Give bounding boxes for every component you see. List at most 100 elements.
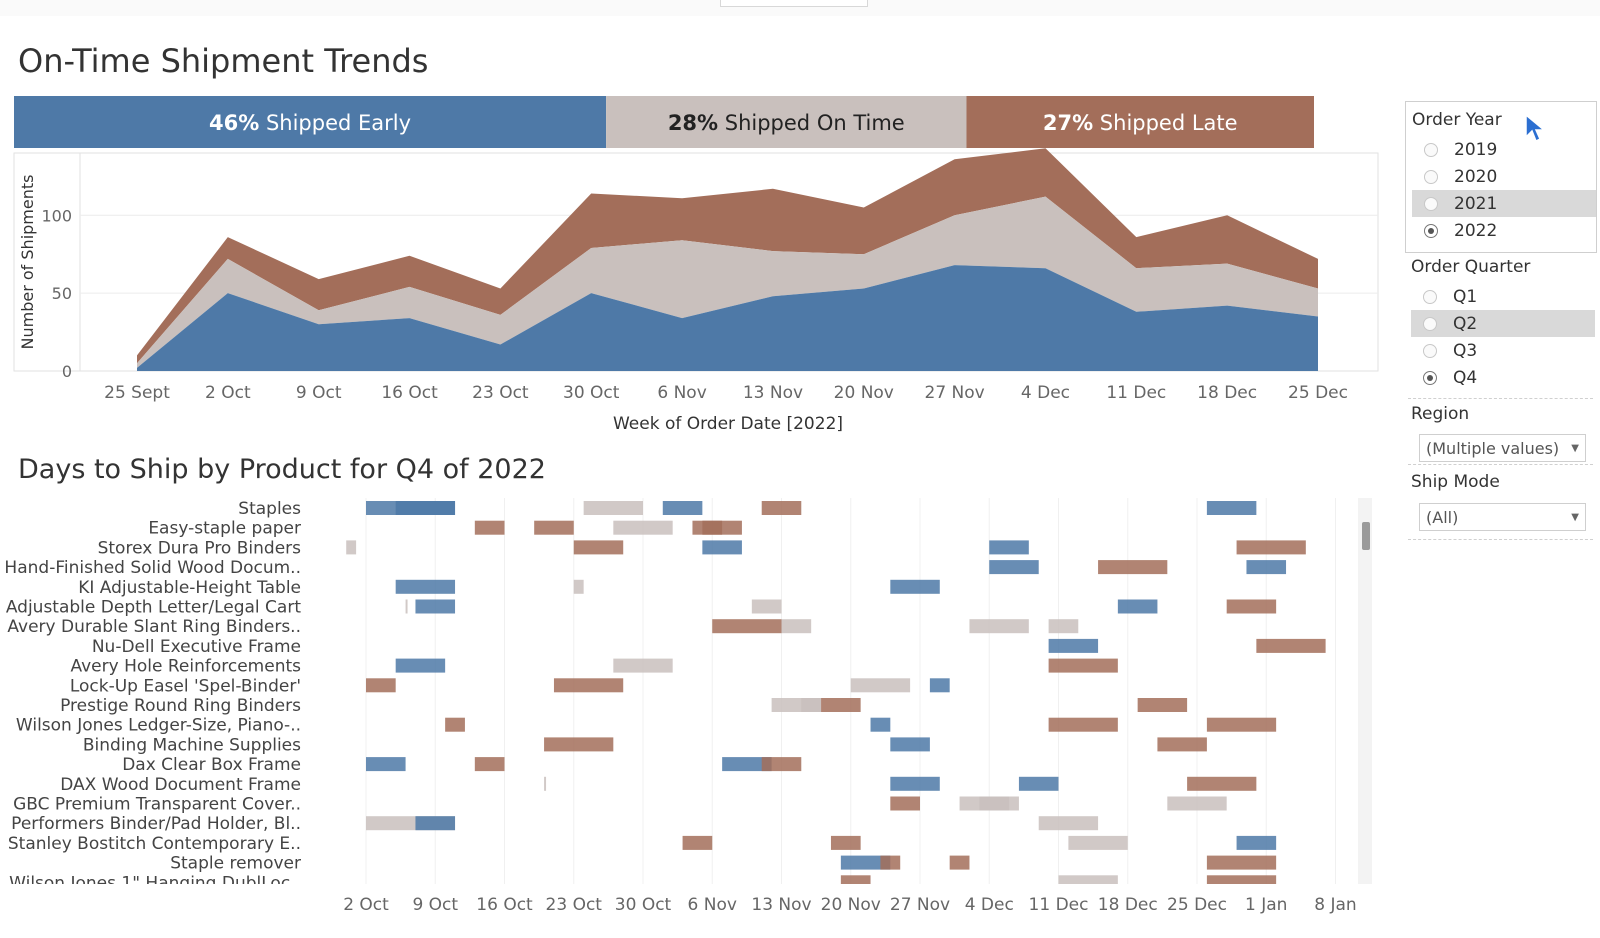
gantt-bar[interactable]: [1236, 835, 1277, 850]
gantt-bar[interactable]: [929, 678, 950, 693]
gantt-bar[interactable]: [890, 737, 930, 752]
gantt-bar[interactable]: [544, 776, 547, 791]
gantt-bar[interactable]: [662, 501, 703, 515]
gantt-scrollbar[interactable]: [1358, 498, 1372, 884]
gantt-bar[interactable]: [405, 599, 408, 614]
gantt-bar[interactable]: [1206, 875, 1277, 889]
chevron-down-icon: ▼: [1571, 512, 1579, 523]
gantt-bar[interactable]: [613, 520, 673, 535]
radio-button-icon[interactable]: [1423, 370, 1437, 385]
gantt-bar[interactable]: [890, 579, 940, 594]
gantt-bar[interactable]: [1226, 599, 1277, 614]
gantt-bar[interactable]: [366, 678, 396, 693]
summary-segment-2[interactable]: [966, 96, 1314, 148]
gantt-bar[interactable]: [415, 816, 456, 831]
gantt-bar[interactable]: [1038, 816, 1099, 831]
radio-button-icon[interactable]: [1424, 169, 1438, 184]
gantt-bar[interactable]: [702, 540, 742, 555]
gantt-bar[interactable]: [1068, 835, 1128, 850]
gantt-bar[interactable]: [474, 757, 505, 772]
gantt-bar[interactable]: [840, 855, 891, 870]
gantt-bar[interactable]: [395, 579, 456, 594]
gantt-bar[interactable]: [989, 540, 1029, 555]
quarter-option-q1[interactable]: Q1: [1405, 283, 1595, 310]
gantt-bar[interactable]: [989, 560, 1039, 575]
gantt-bar[interactable]: [534, 520, 574, 535]
gantt-bar[interactable]: [969, 619, 1029, 634]
gantt-bar[interactable]: [761, 757, 802, 772]
gantt-bar[interactable]: [890, 776, 940, 791]
gantt-bar[interactable]: [761, 501, 802, 515]
gantt-scrollbar-thumb[interactable]: [1362, 522, 1370, 550]
gantt-bar[interactable]: [445, 717, 465, 732]
gantt-bar[interactable]: [573, 579, 584, 594]
year-option-2021[interactable]: 2021: [1412, 190, 1596, 217]
gantt-bar[interactable]: [1236, 540, 1306, 555]
gantt-bar[interactable]: [1018, 776, 1059, 791]
year-option-2020[interactable]: 2020: [1406, 163, 1596, 190]
gantt-bar[interactable]: [1058, 875, 1118, 889]
region-dropdown[interactable]: (Multiple values) ▼: [1419, 434, 1586, 462]
radio-button-icon[interactable]: [1424, 142, 1438, 157]
area-series-1[interactable]: [137, 196, 1318, 368]
year-option-2022[interactable]: 2022: [1406, 217, 1596, 244]
gantt-bar[interactable]: [751, 599, 782, 614]
gantt-bar[interactable]: [1137, 698, 1188, 712]
gantt-bar[interactable]: [583, 501, 643, 515]
gantt-bar[interactable]: [1157, 737, 1207, 752]
gantt-bar[interactable]: [880, 855, 901, 870]
gantt-bar[interactable]: [553, 678, 624, 693]
radio-button-icon[interactable]: [1423, 343, 1437, 358]
gantt-bar[interactable]: [830, 835, 861, 850]
gantt-bar[interactable]: [1048, 619, 1079, 634]
gantt-bar[interactable]: [573, 540, 624, 555]
quarter-option-q4[interactable]: Q4: [1405, 364, 1595, 391]
gantt-bar[interactable]: [544, 737, 614, 752]
gantt-bar[interactable]: [979, 796, 1010, 811]
gantt-bar[interactable]: [1206, 855, 1277, 870]
gantt-bar[interactable]: [366, 757, 406, 772]
gantt-bar[interactable]: [1048, 658, 1118, 673]
gantt-bar[interactable]: [395, 501, 456, 515]
summary-segment-1[interactable]: [606, 96, 967, 148]
toolbar-tab[interactable]: [720, 0, 868, 7]
gantt-bar[interactable]: [722, 757, 772, 772]
gantt-bar[interactable]: [346, 540, 357, 555]
year-option-2019[interactable]: 2019: [1406, 136, 1596, 163]
gantt-bar[interactable]: [1206, 501, 1257, 515]
gantt-bar[interactable]: [682, 835, 713, 850]
gantt-bar[interactable]: [1187, 776, 1257, 791]
gantt-bar[interactable]: [712, 619, 782, 634]
gantt-bar[interactable]: [781, 619, 812, 634]
quarter-option-q3[interactable]: Q3: [1405, 337, 1595, 364]
gantt-bar[interactable]: [840, 875, 871, 889]
gantt-bar[interactable]: [1117, 599, 1158, 614]
gantt-bar[interactable]: [395, 658, 446, 673]
gantt-bar[interactable]: [870, 717, 891, 732]
radio-button-icon[interactable]: [1423, 289, 1437, 304]
gantt-bar[interactable]: [415, 599, 456, 614]
gantt-bar[interactable]: [702, 520, 723, 535]
gantt-bar[interactable]: [1167, 796, 1227, 811]
radio-button-icon[interactable]: [1423, 316, 1437, 331]
gantt-bar[interactable]: [1098, 560, 1168, 575]
gantt-bar[interactable]: [1048, 717, 1118, 732]
radio-button-icon[interactable]: [1424, 196, 1438, 211]
gantt-bar[interactable]: [850, 678, 911, 693]
gantt-bar[interactable]: [1206, 717, 1277, 732]
gantt-bar[interactable]: [474, 520, 505, 535]
gantt-bar[interactable]: [821, 698, 861, 712]
gantt-bar[interactable]: [801, 698, 822, 712]
gantt-bar[interactable]: [890, 796, 920, 811]
summary-segment-0[interactable]: [14, 96, 607, 148]
gantt-bar[interactable]: [949, 855, 970, 870]
gantt-bar[interactable]: [1246, 560, 1287, 575]
gantt-bar[interactable]: [1048, 638, 1099, 653]
quarter-option-q2[interactable]: Q2: [1411, 310, 1595, 337]
gantt-row-label: Dax Clear Box Frame: [122, 755, 301, 775]
area-series-0[interactable]: [137, 265, 1318, 371]
ship-mode-dropdown[interactable]: (All) ▼: [1419, 503, 1586, 531]
gantt-bar[interactable]: [613, 658, 673, 673]
radio-button-icon[interactable]: [1424, 223, 1438, 238]
gantt-bar[interactable]: [1256, 638, 1326, 653]
